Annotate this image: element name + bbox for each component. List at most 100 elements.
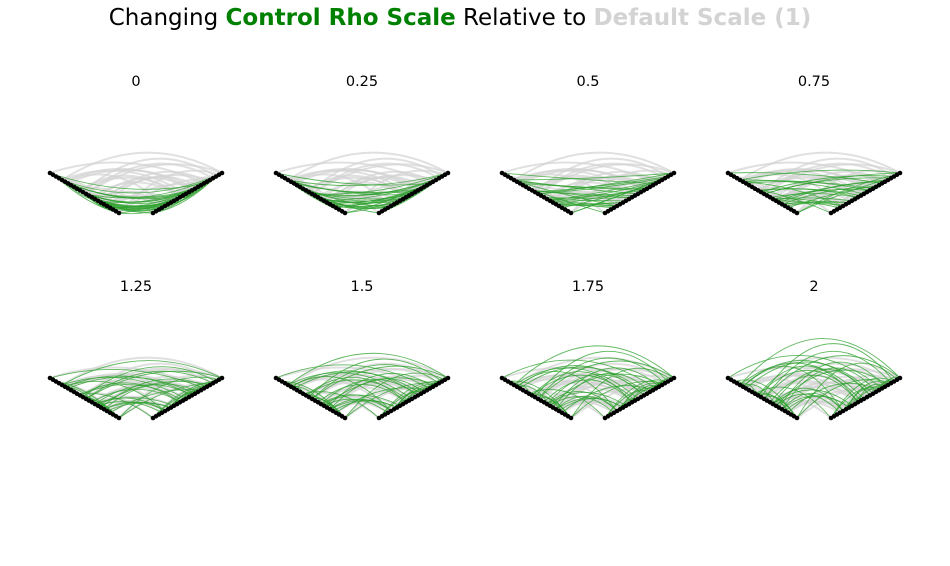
control-arc [543, 196, 633, 199]
control-arc [760, 175, 895, 193]
control-arc [516, 181, 645, 191]
control-arc [775, 179, 889, 202]
panel-0: 0 [47, 74, 225, 216]
control-arc [727, 172, 883, 184]
default-arc [61, 151, 223, 181]
control-arc [79, 382, 181, 403]
node [342, 210, 348, 216]
control-arc [549, 200, 615, 209]
node [671, 375, 677, 381]
control-arc [781, 186, 877, 205]
control-arc [61, 172, 223, 194]
control-arc [742, 359, 871, 396]
control-arc [796, 362, 898, 419]
control-arc [519, 366, 648, 395]
default-arc [97, 379, 211, 407]
control-arc [757, 365, 859, 403]
control-arc [757, 188, 859, 198]
panel-0.5: 0.5 [499, 74, 677, 216]
node [568, 210, 574, 216]
control-arc [513, 367, 639, 400]
default-arc [61, 356, 223, 386]
control-arc [323, 179, 437, 202]
panel-0.25: 0.25 [273, 74, 451, 216]
node [342, 415, 348, 421]
control-arc [344, 382, 440, 419]
control-arc [103, 383, 199, 410]
control-arc [763, 177, 892, 195]
control-arc [772, 389, 853, 407]
control-arc [513, 345, 675, 386]
panel-title: 0.5 [576, 74, 599, 90]
panel-title: 1.25 [120, 279, 152, 295]
control-arc [317, 196, 407, 204]
control-arc [103, 401, 172, 410]
panel-2: 2 [725, 279, 903, 421]
control-arc [513, 172, 675, 181]
control-arc [796, 177, 892, 214]
control-arc [781, 201, 850, 205]
node [794, 415, 800, 421]
control-arc [64, 181, 193, 199]
control-arc [561, 385, 654, 414]
control-arc [287, 352, 449, 386]
control-arc [537, 360, 675, 400]
title-prefix: Changing [108, 5, 226, 31]
panel-1.25: 1.25 [47, 279, 225, 421]
node [219, 170, 225, 176]
title-highlight: Control Rho Scale [225, 5, 456, 31]
control-arc [94, 397, 175, 407]
control-arc [85, 370, 214, 400]
control-arc [830, 386, 883, 419]
control-arc [739, 362, 865, 400]
control-arc [763, 350, 892, 400]
default-arc [537, 162, 666, 195]
panel-1.5: 1.5 [273, 279, 451, 421]
control-arc [781, 367, 877, 410]
control-arc [501, 359, 657, 389]
control-arc [543, 379, 633, 403]
control-arc [305, 376, 407, 403]
default-arc [775, 379, 889, 407]
control-arc [775, 369, 889, 407]
control-arc [845, 388, 877, 410]
control-arc [531, 189, 633, 198]
control-arc [772, 197, 853, 202]
control-arc [323, 377, 437, 407]
control-arc [308, 176, 443, 196]
control-arc [290, 181, 419, 194]
node [897, 375, 903, 381]
control-arc [61, 360, 223, 386]
control-arc [549, 373, 663, 407]
panel-title: 0.25 [346, 74, 378, 90]
control-arc [769, 193, 859, 198]
control-arc [742, 181, 844, 207]
default-arc [513, 151, 675, 181]
node [445, 170, 451, 176]
panel-title: 0 [131, 74, 140, 90]
control-arc [745, 361, 874, 395]
control-arc [97, 380, 211, 407]
default-arc [513, 356, 675, 386]
default-arc [287, 151, 449, 181]
node [897, 170, 903, 176]
control-arc [293, 182, 422, 193]
control-arc [82, 366, 217, 398]
control-arc [739, 338, 901, 386]
control-arc [555, 186, 651, 205]
node [445, 375, 451, 381]
control-arc [727, 355, 883, 389]
control-arc [311, 365, 449, 400]
control-arc [546, 392, 627, 407]
control-arc [570, 380, 666, 419]
node [116, 415, 122, 421]
control-arc [796, 379, 892, 419]
control-arc [49, 172, 205, 190]
control-arc [516, 181, 618, 207]
control-arc [311, 364, 440, 400]
control-arc [534, 176, 669, 193]
control-arc [305, 189, 407, 202]
control-arc [275, 172, 431, 186]
control-arc [555, 372, 651, 410]
